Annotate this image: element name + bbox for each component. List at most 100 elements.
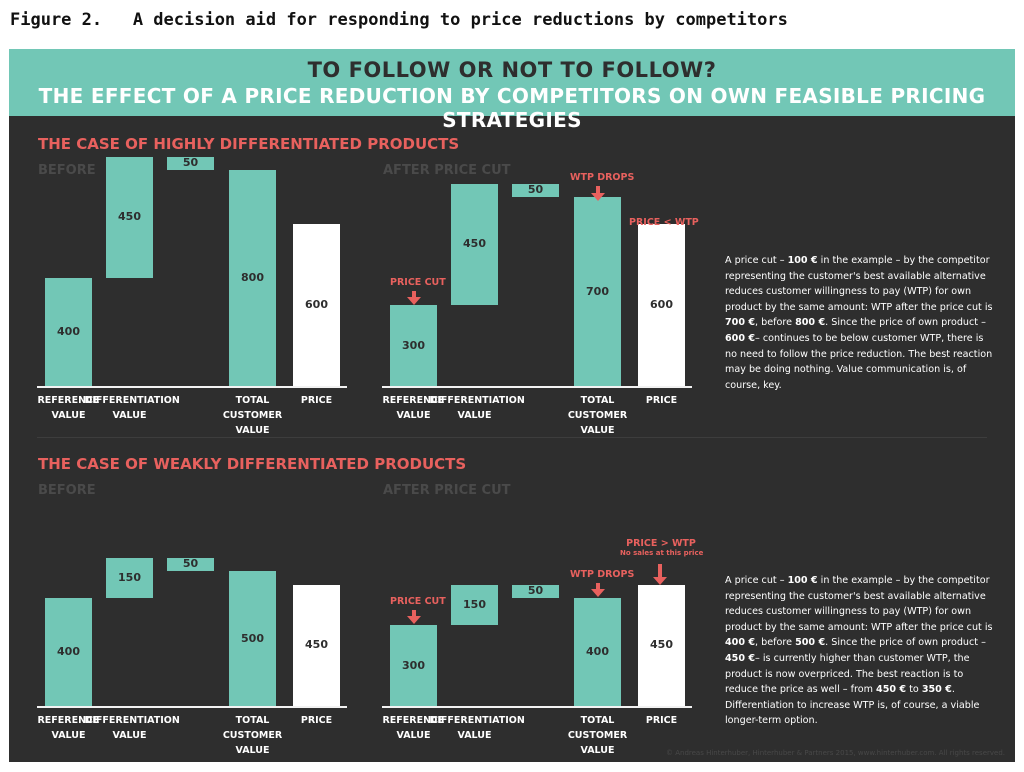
differentiation-value-bar [106,557,153,598]
price-bar [293,224,340,386]
x-axis-label: DIFFERENTIATION VALUE [430,713,525,743]
bar-value-label: 450 [118,210,141,224]
differentiation-value-bar [106,156,153,278]
description-segment: 600 € [725,332,756,344]
copyright-note: © Andreas Hinterhuber, Hinterhuber & Par… [666,749,1005,757]
total-customer-value-bar [229,571,276,706]
price-bar [638,584,685,706]
figure-caption: Figure 2. A decision aid for responding … [10,10,788,30]
x-axis-label-line: DIFFERENTIATION [84,395,180,406]
description-segment: 450 € [725,652,756,664]
x-axis-label-line: TOTAL CUSTOMER [567,395,628,421]
x-axis-label-line: VALUE [235,745,270,756]
chart-baseline [37,386,347,388]
description-segment: 100 € [787,575,818,586]
reference-value-bar [390,625,437,706]
x-axis-label: REFERENCE VALUE [369,713,459,743]
x-axis-label: TOTAL CUSTOMER VALUE [553,713,643,758]
weak-wtp-drops-label: WTP DROPS [570,569,635,580]
x-axis-label: REFERENCE VALUE [24,713,114,743]
x-axis-label: TOTAL CUSTOMER VALUE [208,713,298,758]
x-axis-label-line: TOTAL CUSTOMER [222,715,283,741]
x-axis-label: PRICE [617,713,707,728]
price-bar [293,584,340,706]
description-segment: in the example – by the competitor repre… [725,255,993,313]
description-segment: 100 € [787,255,818,266]
reference-value-bar [390,305,437,386]
x-axis-label-line: VALUE [396,410,431,421]
x-axis-label: DIFFERENTIATION VALUE [84,393,180,423]
x-axis-label: DIFFERENTIATION VALUE [84,713,180,743]
bar-value-label: 300 [402,658,425,672]
description-segment: – is currently higher than customer WTP,… [725,652,970,696]
bar-value-label: 700 [586,284,609,298]
description-segment: 700 € [725,317,756,329]
x-axis-label-line: REFERENCE [37,715,100,726]
bar-value-label: 800 [241,271,264,284]
cost-gap-bar [512,183,559,197]
description-segment: in the example – by the competitor repre… [725,575,993,633]
x-axis-label-line: PRICE [645,715,678,726]
description-segment: 500 € [795,637,826,649]
bar-value-label: 600 [650,298,673,311]
x-axis-label-line: TOTAL CUSTOMER [222,395,283,421]
x-axis-label-line: VALUE [580,425,615,436]
price-above-wtp-label: PRICE > WTP No sales at this price [620,538,703,557]
cost-gap-bar [167,156,214,170]
x-axis-label-line: PRICE [645,395,678,406]
bar-value-label: 50 [182,156,199,170]
description-segment: , before [755,637,796,649]
x-axis-label-line: PRICE [300,715,333,726]
bar-value-label: 50 [182,557,199,571]
x-axis-label-line: DIFFERENTIATION [429,395,525,406]
description-segment: 800 € [795,317,826,329]
description-segment: – continues to be below customer WTP, th… [725,332,993,391]
bar-value-label: 600 [305,298,328,311]
x-axis-label-line: PRICE [300,395,333,406]
x-axis-label-line: DIFFERENTIATION [84,715,180,726]
bar-value-label: 500 [241,631,264,645]
description-segment: . Since the price of own product – [825,317,986,329]
case-weak-title: THE CASE OF WEAKLY DIFFERENTIATED PRODUC… [38,455,467,473]
x-axis-label: PRICE [272,393,362,408]
weak-before-label: BEFORE [38,483,96,498]
price-below-wtp-label: PRICE < WTP [629,217,699,228]
description-segment: 350 € [921,684,952,696]
x-axis-label-line: VALUE [112,730,147,741]
x-axis-label-line: REFERENCE [382,715,445,726]
x-axis-label: TOTAL CUSTOMER VALUE [553,393,643,438]
bar-value-label: 50 [527,183,544,197]
weak-description: A price cut – 100 € in the example – by … [725,573,997,729]
description-segment: A price cut – [725,255,788,266]
case-high-title: THE CASE OF HIGHLY DIFFERENTIATED PRODUC… [38,135,460,153]
bar-value-label: 450 [305,638,328,652]
x-axis-label-line: VALUE [396,730,431,741]
banner-subtitle: THE EFFECT OF A PRICE REDUCTION BY COMPE… [38,84,986,132]
bar-value-label: 50 [527,584,544,598]
total-customer-value-bar [574,197,621,386]
x-axis-label-line: REFERENCE [37,395,100,406]
x-axis-label-line: VALUE [235,425,270,436]
x-axis-label-line: VALUE [580,745,615,756]
weak-after-label: AFTER PRICE CUT [383,483,511,498]
x-axis-label: REFERENCE VALUE [369,393,459,423]
cost-gap-bar [512,584,559,598]
bar-value-label: 450 [650,638,673,652]
x-axis-label-line: TOTAL CUSTOMER [567,715,628,741]
x-axis-label-line: VALUE [51,410,86,421]
x-axis-label: PRICE [617,393,707,408]
bar-value-label: 400 [57,645,80,658]
x-axis-label: REFERENCE VALUE [24,393,114,423]
banner-title: TO FOLLOW OR NOT TO FOLLOW? [307,58,717,82]
reference-value-bar [45,598,92,706]
high-description: A price cut – 100 € in the example – by … [725,253,997,393]
description-segment: . Since the price of own product – [825,637,986,649]
bar-value-label: 450 [463,237,486,251]
total-customer-value-bar [229,170,276,386]
description-segment: . Differentiation to increase WTP is, of… [725,684,980,727]
description-segment: , before [755,317,796,329]
x-axis-label-line: VALUE [457,410,492,421]
x-axis-label: PRICE [272,713,362,728]
high-wtp-drops-label: WTP DROPS [570,172,635,183]
high-price-cut-label: PRICE CUT [390,277,446,288]
